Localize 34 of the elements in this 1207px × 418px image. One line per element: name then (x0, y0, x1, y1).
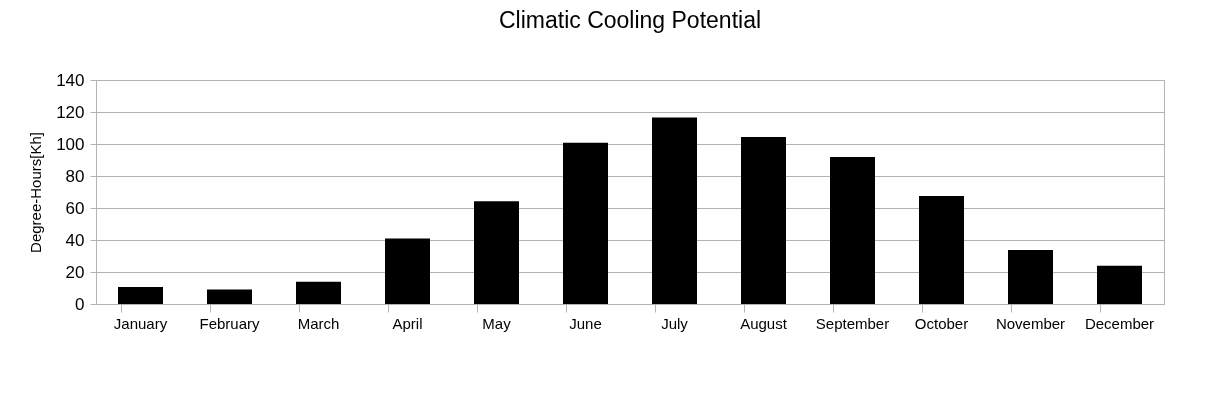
x-tick-label: July (661, 314, 689, 332)
bar (919, 196, 964, 304)
x-tick-label: January (113, 314, 168, 332)
bar (385, 238, 430, 304)
y-tick-label: 0 (75, 294, 85, 314)
x-tick-label: June (569, 314, 602, 332)
x-tick-label: December (1084, 314, 1155, 332)
bar (563, 142, 608, 304)
y-tick-label: 120 (56, 102, 85, 122)
bar (118, 286, 163, 304)
bar (741, 137, 786, 304)
bar (1008, 250, 1053, 304)
y-tick-label: 140 (56, 70, 85, 90)
bar (207, 289, 252, 304)
y-tick-label: 20 (65, 262, 85, 282)
y-tick-label: 40 (65, 230, 85, 250)
x-tick-label: February (199, 314, 261, 332)
y-axis-title: Degree-Hours[Kh] (27, 132, 45, 253)
y-tick-label: 80 (65, 166, 85, 186)
bar (474, 201, 519, 304)
x-tick-label: October (914, 314, 969, 332)
bar (652, 117, 697, 304)
x-tick-label: September (815, 314, 890, 332)
bar (296, 281, 341, 304)
x-tick-label: March (297, 314, 340, 332)
x-tick-label: November (995, 314, 1066, 332)
bar (830, 157, 875, 304)
y-tick-label: 60 (65, 198, 85, 218)
bar (1097, 265, 1142, 304)
chart-title: Climatic Cooling Potential (498, 7, 762, 33)
x-tick-label: May (482, 314, 512, 332)
x-tick-label: August (740, 314, 788, 332)
y-tick-label: 100 (56, 134, 85, 154)
x-tick-label: April (392, 314, 423, 332)
